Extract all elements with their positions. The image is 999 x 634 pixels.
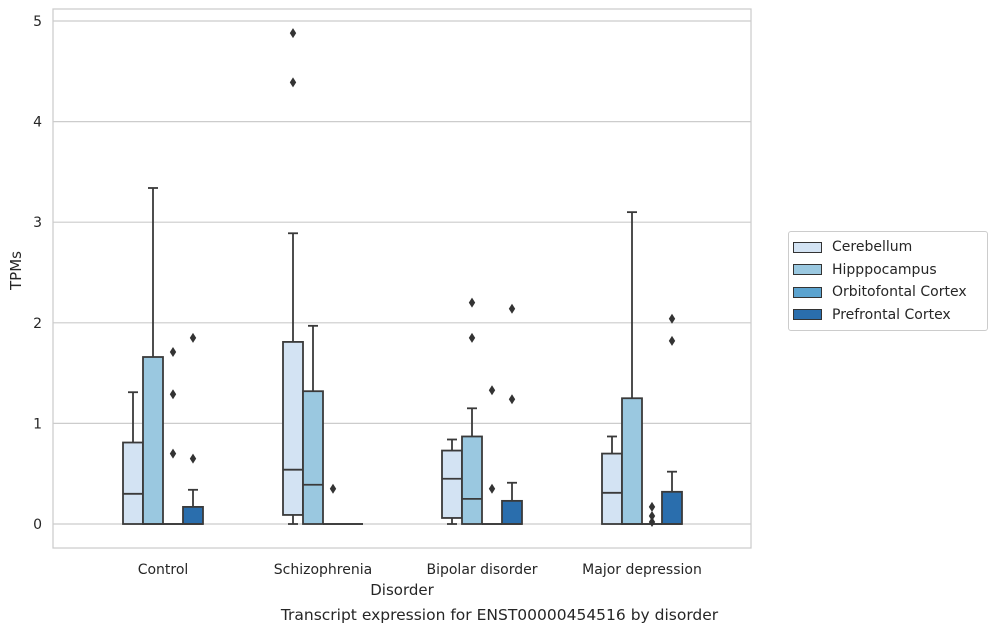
box-hipppocampus-2 [461,297,483,525]
legend-item-prefrontal-cortex: Prefrontal Cortex [789,304,987,327]
box-body [282,341,304,516]
box-hipppocampus-0 [142,187,164,525]
x-tick-labels: Control Schizophrenia Bipolar disorder Majo… [138,562,702,578]
box-body [142,356,164,525]
legend-item-hippocampus: Hipppocampus [789,259,987,282]
y-tick-label-0: 0 [33,517,42,533]
legend-label-prefrontal-cortex: Prefrontal Cortex [832,306,951,323]
legend-item-cerebellum: Cerebellum [789,236,987,259]
box-hipppocampus-1 [302,324,324,525]
y-tick-label-2: 2 [33,316,42,332]
box-body [501,499,523,525]
outlier-point-1 [488,385,496,396]
outlier-point-2 [169,346,177,357]
box-cerebellum-2 [441,438,463,525]
box-orbitofontal-cortex-0 [163,346,183,525]
outlier-point-2 [648,501,656,512]
y-tick-label-3: 3 [33,215,42,231]
box-body [302,390,324,525]
x-tick-label-0: Control [138,562,189,578]
box-body [182,505,204,525]
legend-label-hippocampus: Hipppocampus [832,261,937,278]
y-tick-labels: 0 1 2 3 4 5 [33,14,42,533]
outlier-point-1 [648,510,656,521]
box-cerebellum-0 [122,391,144,525]
x-tick-label-1: Schizophrenia [274,562,372,578]
legend-swatch-orbitofrontal-cortex [793,286,822,298]
box-body [461,435,483,525]
box-body [661,490,683,525]
outlier-point-1 [189,332,197,343]
outlier-point-0 [648,516,656,527]
legend-label-orbitofrontal-cortex: Orbitofontal Cortex [832,284,967,301]
box-plot-area [122,28,683,527]
box-prefrontal-cortex-0 [182,332,204,525]
box-body [601,452,623,525]
x-tick-label-3: Major depression [582,562,702,578]
outlier-point-0 [468,332,476,343]
y-tick-label-4: 4 [33,115,42,131]
box-prefrontal-cortex-3 [661,313,683,525]
box-prefrontal-cortex-2 [501,303,523,525]
box-cerebellum-3 [601,435,623,525]
outlier-point-0 [189,453,197,464]
outlier-point-0 [169,448,177,459]
box-orbitofontal-cortex-3 [642,501,662,527]
y-tick-label-5: 5 [33,14,42,30]
outlier-point-1 [169,389,177,400]
box-orbitofontal-cortex-1 [323,483,343,525]
y-axis-label: TPMs [7,251,25,291]
legend: Cerebellum Hipppocampus Orbitofontal Cor… [788,231,988,331]
outlier-point-0 [508,394,516,405]
legend-swatch-prefrontal-cortex [793,309,822,321]
legend-swatch-hippocampus [793,264,822,276]
box-body [122,441,144,525]
y-tick-label-1: 1 [33,416,42,432]
outlier-point-1 [508,303,516,314]
plot-frame [52,8,752,549]
box-hipppocampus-3 [621,211,643,525]
legend-label-cerebellum: Cerebellum [832,239,913,256]
outlier-point-0 [329,483,337,494]
chart-caption: Transcript expression for ENST0000045451… [280,606,719,624]
box-body [441,449,463,519]
legend-item-orbitofrontal-cortex: Orbitofontal Cortex [789,281,987,304]
box-orbitofontal-cortex-2 [482,385,502,525]
box-cerebellum-1 [282,28,304,525]
x-tick-label-2: Bipolar disorder [426,562,537,578]
outlier-point-1 [468,297,476,308]
x-axis-label: Disorder [370,581,434,599]
outlier-point-0 [488,483,496,494]
box-body [621,397,643,525]
outlier-point-1 [668,313,676,324]
legend-swatch-cerebellum [793,241,822,253]
outlier-point-0 [289,77,297,88]
outlier-point-0 [668,335,676,346]
outlier-point-1 [289,28,297,39]
